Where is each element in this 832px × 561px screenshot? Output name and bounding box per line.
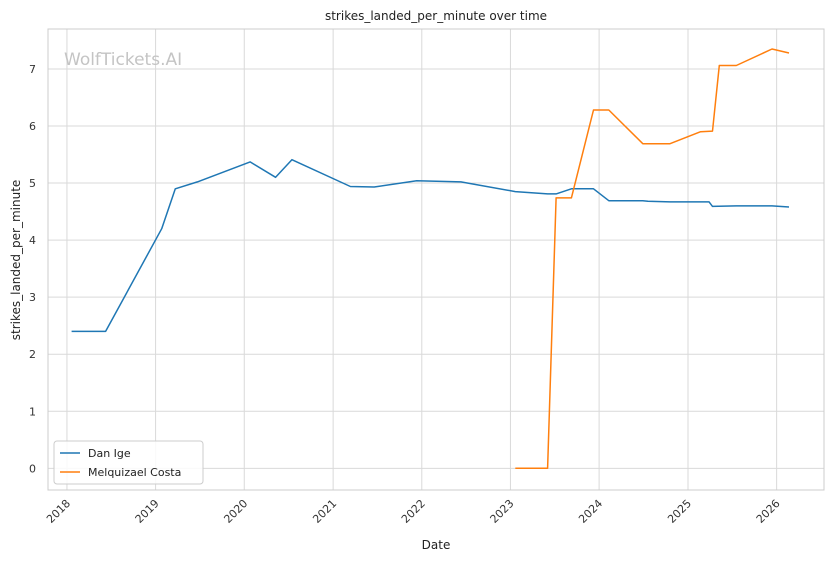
x-axis-label: Date — [422, 538, 451, 552]
y-tick-label: 4 — [29, 234, 36, 247]
series-line-0 — [71, 158, 790, 333]
grid — [48, 29, 824, 490]
series-lines — [71, 48, 790, 470]
legend-box — [53, 440, 204, 485]
y-tick-label: 5 — [29, 177, 36, 190]
y-tick-label: 0 — [29, 462, 36, 475]
y-tick-label: 3 — [29, 291, 36, 304]
y-tick-label: 2 — [29, 348, 36, 361]
series-line-1 — [515, 48, 790, 470]
legend: Dan Ige Melquizael Costa — [53, 440, 204, 485]
y-axis-label: strikes_landed_per_minute — [9, 180, 23, 341]
y-tick-labels: 0 1 2 3 4 5 6 7 — [29, 63, 36, 475]
plot-frame — [47, 28, 825, 491]
y-tick-label: 7 — [29, 63, 36, 76]
y-tick-label: 1 — [29, 405, 36, 418]
watermark: WolfTickets.AI — [64, 50, 182, 70]
y-tick-label: 6 — [29, 120, 36, 133]
chart-title: strikes_landed_per_minute over time — [325, 9, 547, 23]
legend-label: Melquizael Costa — [88, 466, 181, 479]
legend-label: Dan Ige — [88, 447, 131, 460]
